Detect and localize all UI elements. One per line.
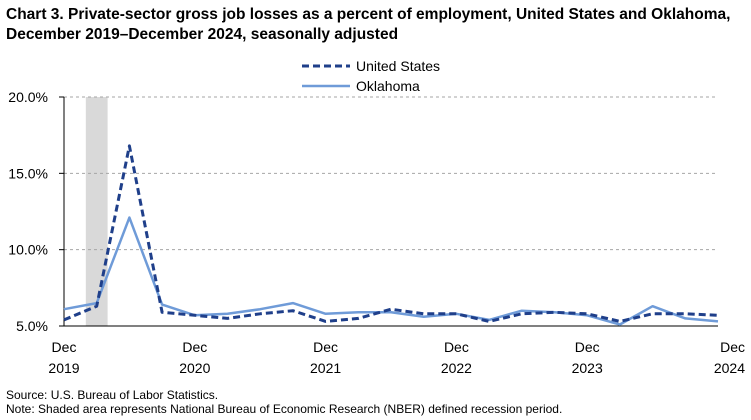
x-tick-label-year: 2024 bbox=[714, 360, 745, 376]
x-tick-label-month: Dec bbox=[444, 339, 469, 355]
x-tick-label-year: 2021 bbox=[310, 360, 341, 376]
series-line-united-states bbox=[63, 144, 719, 323]
axis-layer: 5.0% 10.0% 15.0% 20.0% Dec 2019 Dec 2020 Dec 2021… bbox=[8, 89, 745, 376]
legend-label: Oklahoma bbox=[356, 78, 420, 94]
y-tick-label: 20.0% bbox=[8, 89, 48, 105]
x-tick-label-month: Dec bbox=[313, 339, 338, 355]
series-line-oklahoma bbox=[63, 216, 719, 326]
recession-shade bbox=[85, 97, 108, 326]
y-tick-label: 10.0% bbox=[8, 242, 48, 258]
legend: United States Oklahoma bbox=[302, 58, 440, 94]
x-tick-label-month: Dec bbox=[52, 339, 77, 355]
y-tick-label: 5.0% bbox=[16, 318, 48, 334]
recession-note: Note: Shaded area represents National Bu… bbox=[6, 402, 563, 416]
x-tick-label-year: 2022 bbox=[441, 360, 472, 376]
recession-layer bbox=[85, 97, 108, 326]
grid-layer bbox=[64, 96, 718, 251]
x-tick-label-year: 2020 bbox=[179, 360, 210, 376]
chart-title: Chart 3. Private-sector gross job losses… bbox=[6, 6, 731, 43]
x-tick-label-year: 2019 bbox=[48, 360, 79, 376]
source-note: Source: U.S. Bureau of Labor Statistics. bbox=[6, 388, 219, 402]
series-layer bbox=[63, 144, 719, 326]
x-tick-label-month: Dec bbox=[575, 339, 600, 355]
x-tick-label-month: Dec bbox=[720, 339, 745, 355]
legend-label: United States bbox=[356, 58, 440, 74]
x-tick-label-month: Dec bbox=[182, 339, 207, 355]
y-tick-label: 15.0% bbox=[8, 165, 48, 181]
x-tick-label-year: 2023 bbox=[572, 360, 603, 376]
